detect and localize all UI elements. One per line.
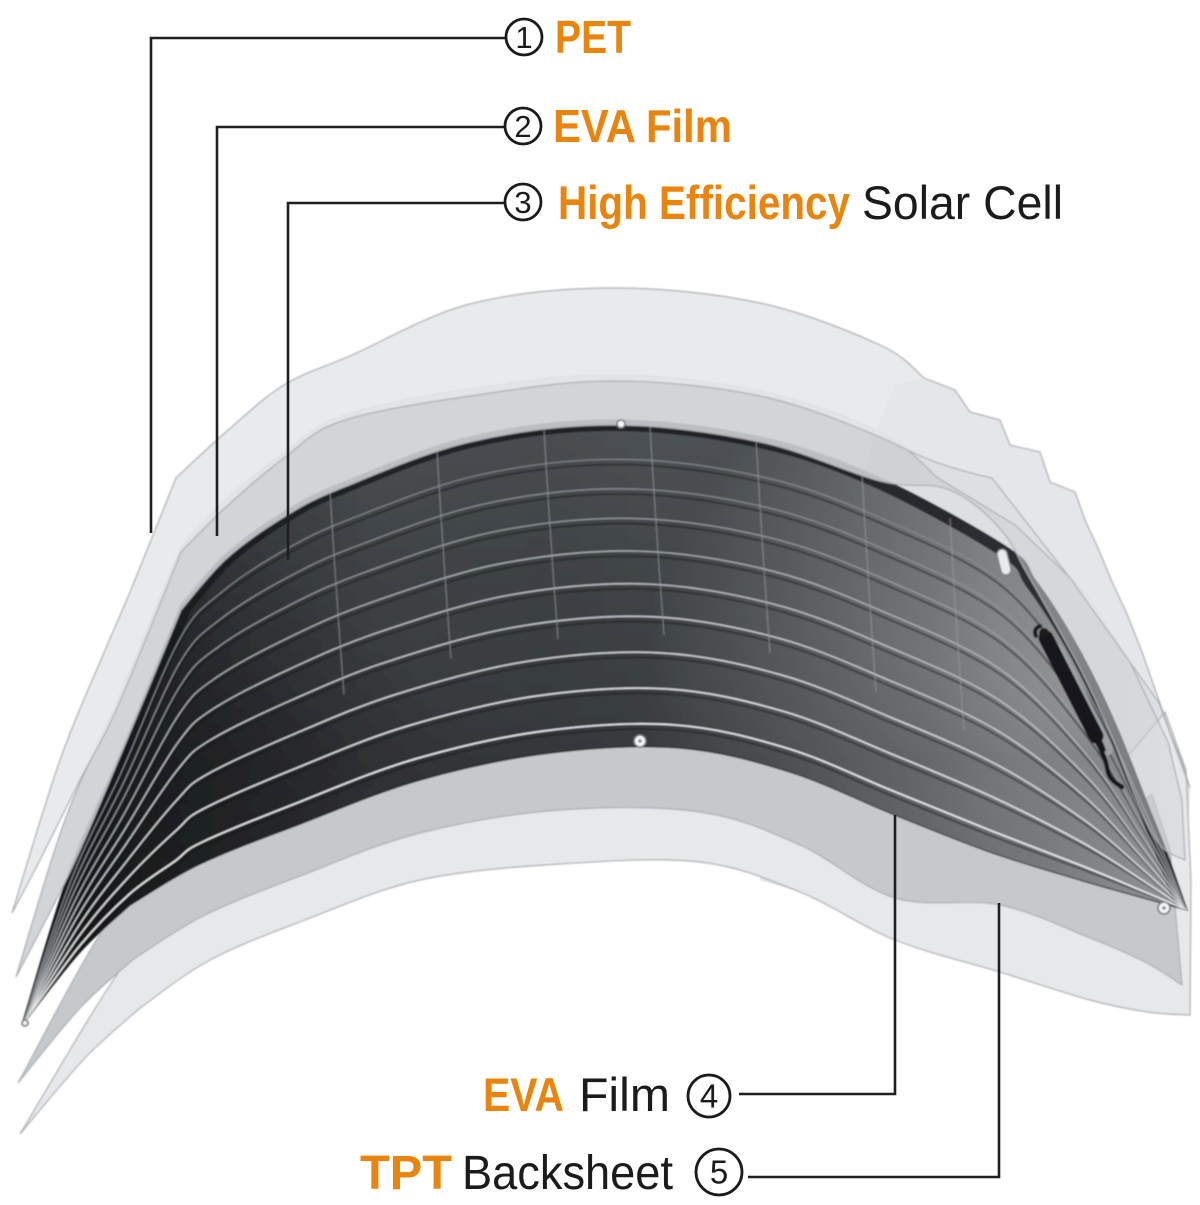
svg-text:Backsheet: Backsheet xyxy=(462,1147,673,1200)
svg-text:PET: PET xyxy=(555,11,631,63)
svg-text:2: 2 xyxy=(514,109,531,144)
svg-text:4: 4 xyxy=(700,1078,718,1115)
svg-text:3: 3 xyxy=(514,185,531,220)
svg-text:EVA Film: EVA Film xyxy=(553,100,732,152)
svg-text:High Efficiency: High Efficiency xyxy=(558,176,850,229)
svg-text:5: 5 xyxy=(710,1154,728,1191)
svg-text:Film: Film xyxy=(579,1068,670,1121)
svg-text:EVA: EVA xyxy=(483,1068,564,1121)
svg-text:1: 1 xyxy=(515,20,532,55)
svg-text:TPT: TPT xyxy=(360,1147,452,1200)
svg-text:Solar Cell: Solar Cell xyxy=(862,176,1063,229)
